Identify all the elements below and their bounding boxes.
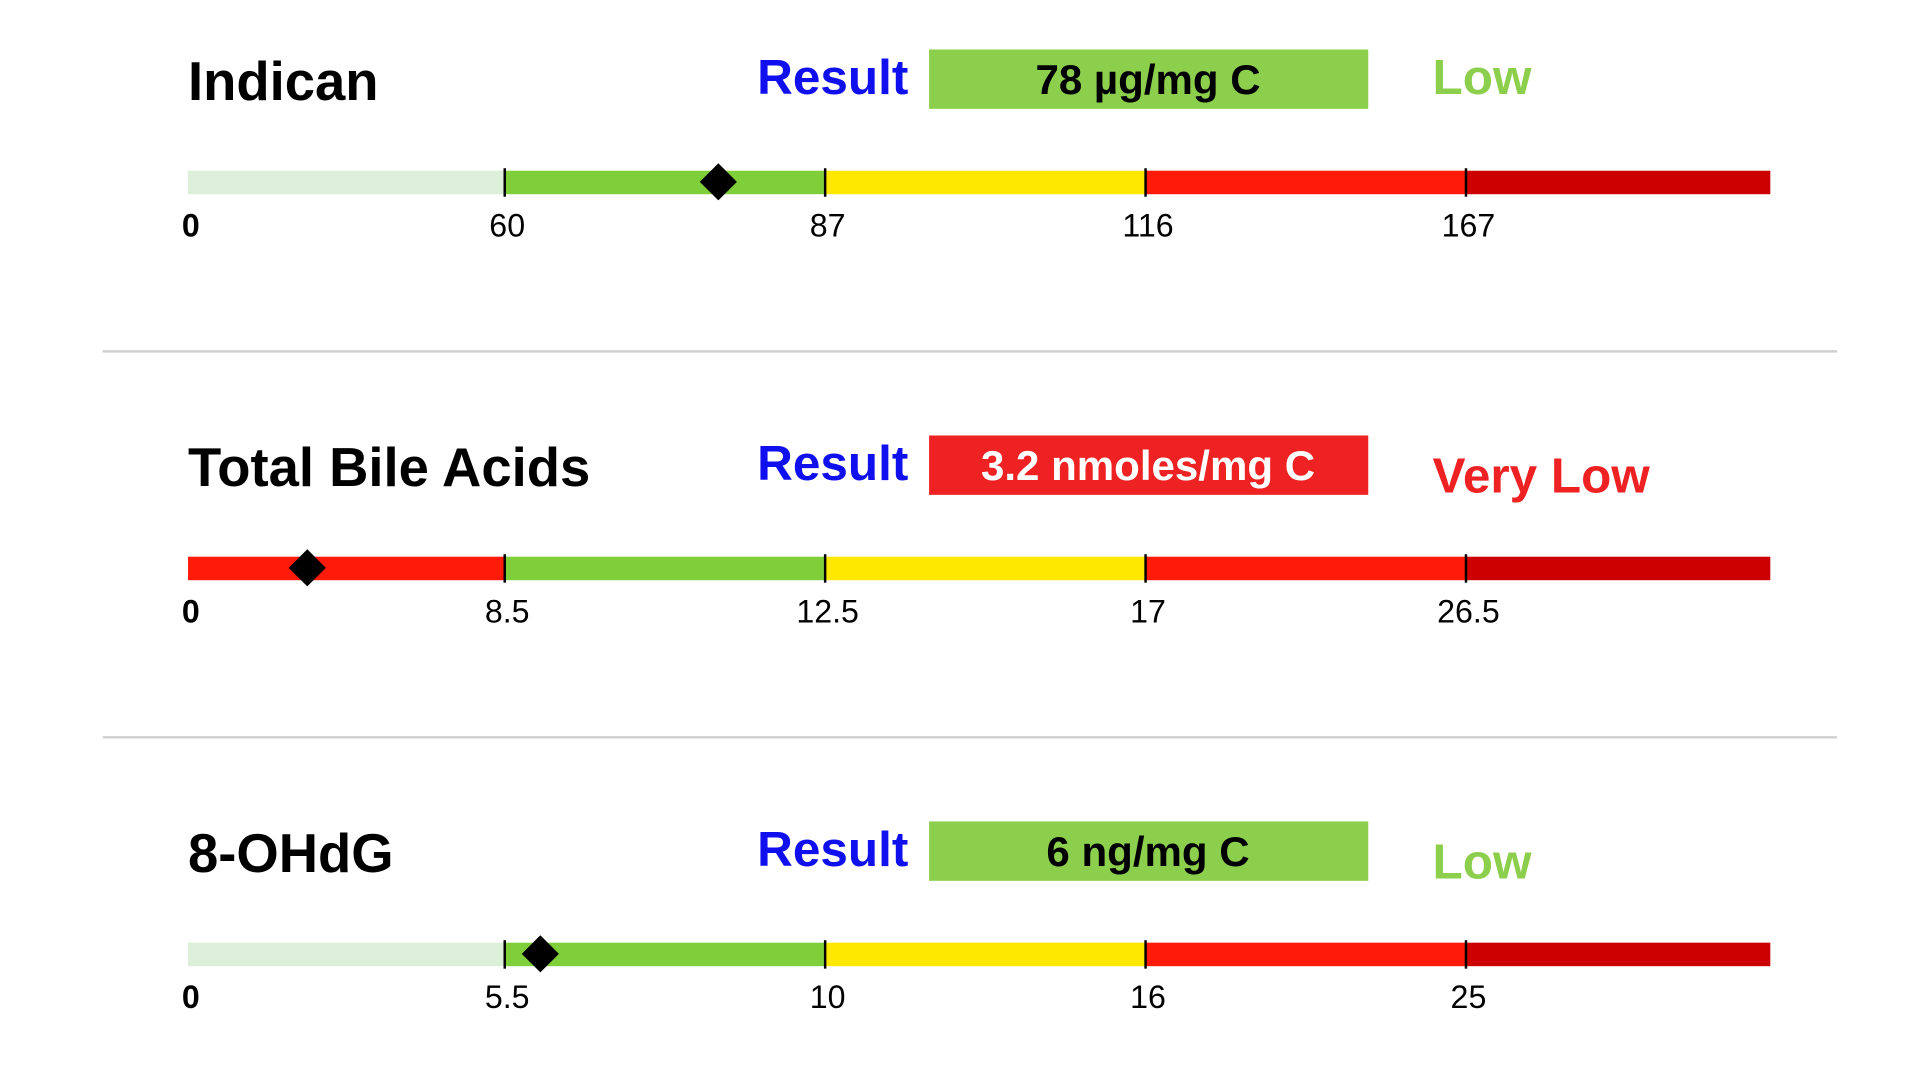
range-band [1465,556,1771,581]
tick-label: 167 [1442,207,1496,243]
result-status: Low [1433,834,1532,889]
range-band [1465,942,1771,967]
range-band [188,942,505,967]
tick-label: 116 [1122,207,1173,243]
tick-label: 60 [489,207,525,243]
test-name: 8-OHdG [188,823,394,884]
tick-label: 87 [810,207,846,243]
range-band [1465,170,1771,195]
range-band [825,170,1146,195]
result-label: Result [757,50,908,105]
tick-label: 0 [182,979,200,1015]
range-band [825,556,1146,581]
result-panel: 8-OHdG Result 6 ng/mg C Low 0 5.5 10 16 25 [182,821,1771,1015]
tick-label: 0 [182,207,200,243]
range-band [188,170,505,195]
result-value: 3.2 nmoles/mg C [981,442,1315,489]
result-marker [699,163,737,201]
range-band [504,942,826,967]
range-band [504,170,826,195]
tick-label: 17 [1130,593,1166,629]
result-marker [288,549,326,587]
tick-label: 26.5 [1437,593,1500,629]
result-panel: Indican Result 78 µg/mg C Low 0 60 87 116 167 [182,49,1771,243]
result-box [929,821,1369,881]
range-band [504,556,826,581]
result-panel: Total Bile Acids Result 3.2 nmoles/mg C Ver… [182,435,1771,629]
result-status: Very Low [1433,448,1651,503]
result-label: Result [757,436,908,491]
range-band [1145,170,1466,195]
result-box [929,49,1369,109]
result-marker [521,935,559,973]
result-status: Low [1433,50,1532,105]
tick-label: 5.5 [485,979,530,1015]
tick-label: 25 [1451,979,1487,1015]
range-band [188,556,505,581]
range-band [825,942,1146,967]
tick-label: 8.5 [485,593,530,629]
result-box [929,435,1369,495]
range-band [1145,942,1466,967]
result-value: 6 ng/mg C [1046,828,1249,875]
range-band [1145,556,1466,581]
tick-label: 16 [1130,979,1166,1015]
tick-label: 10 [810,979,846,1015]
tick-label: 0 [182,593,200,629]
tick-label: 12.5 [796,593,859,629]
test-name: Indican [188,51,379,112]
test-name: Total Bile Acids [188,437,590,498]
result-value: 78 µg/mg C [1035,56,1260,103]
result-label: Result [757,822,908,877]
